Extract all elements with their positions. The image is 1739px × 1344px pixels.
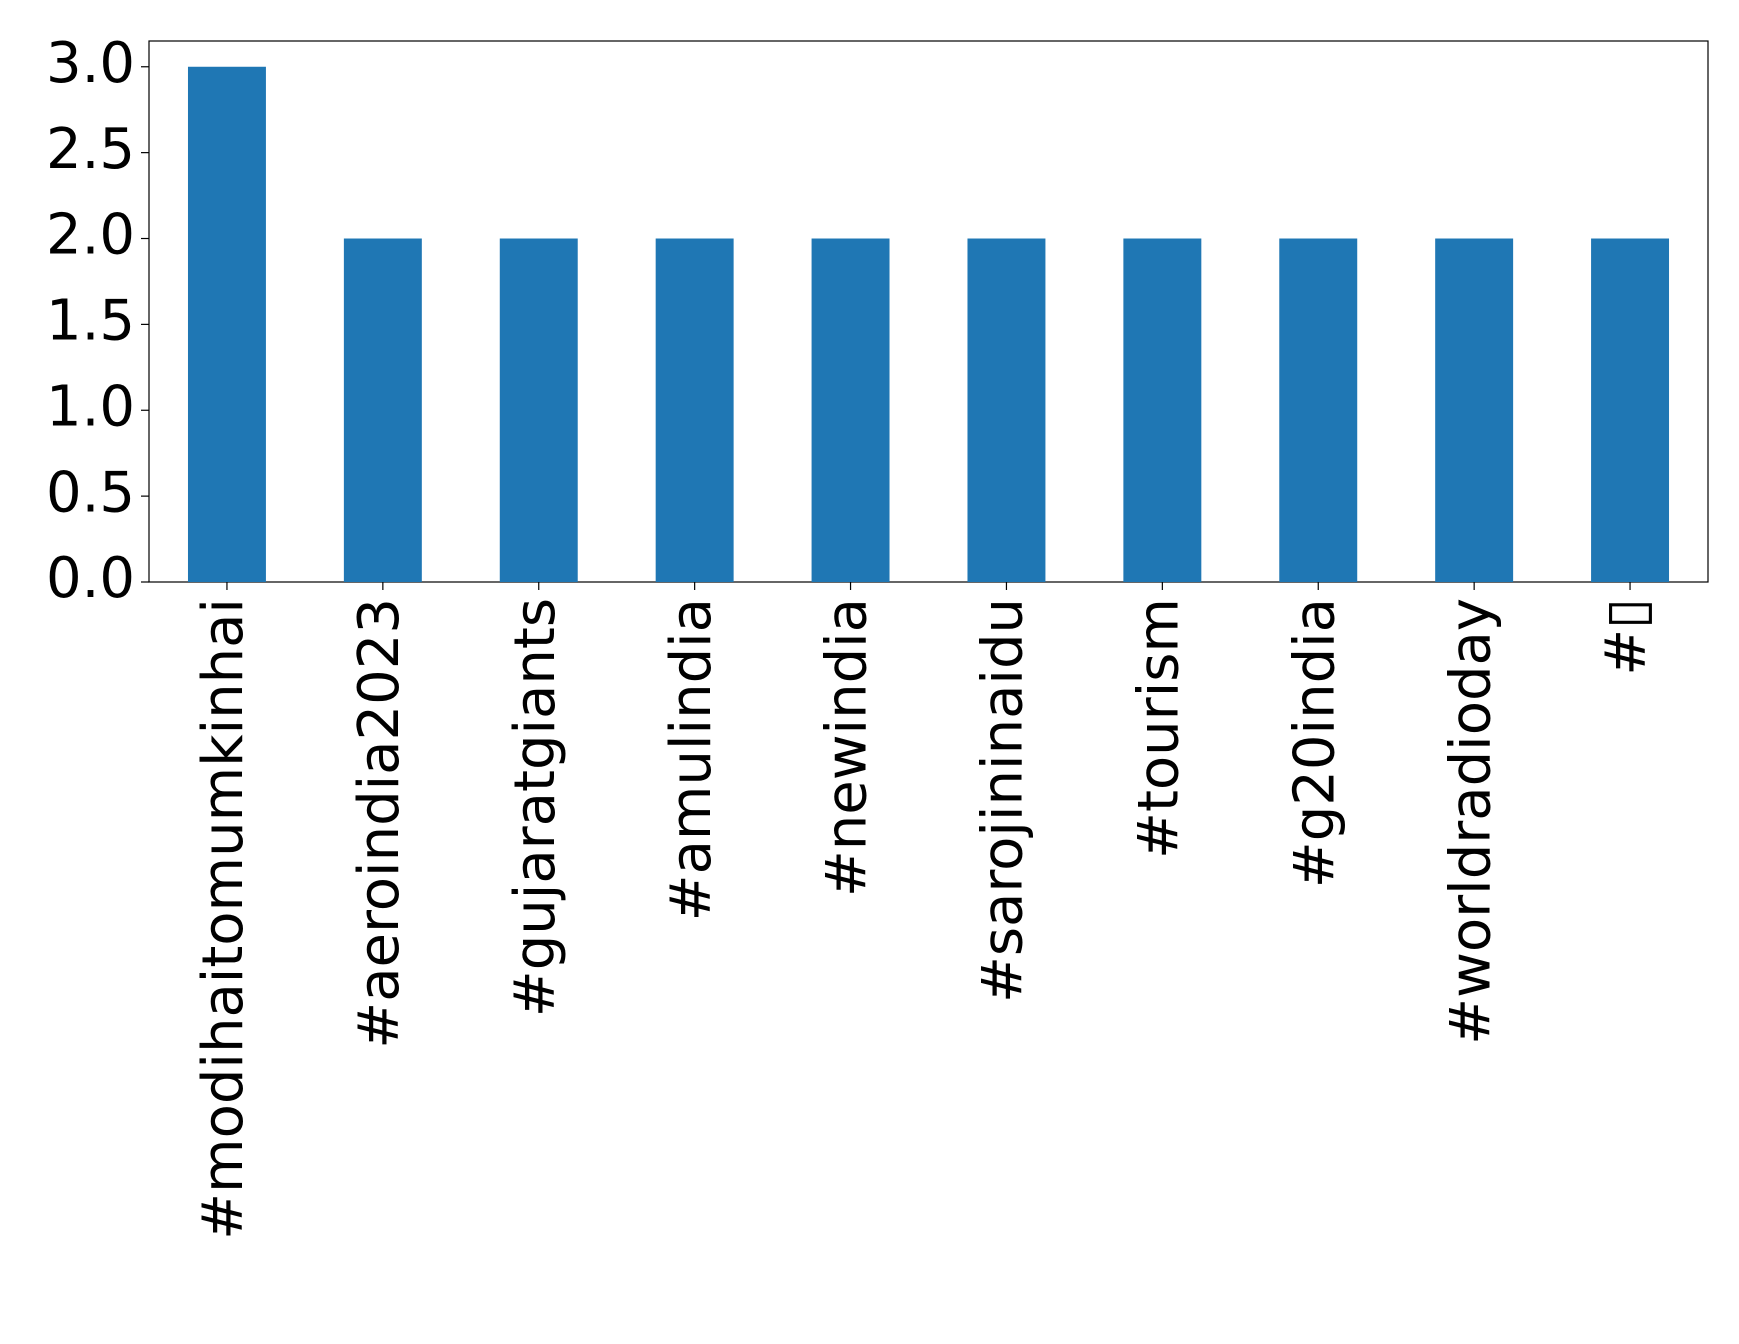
y-tick-label: 0.5 xyxy=(46,460,135,525)
bar xyxy=(811,238,890,582)
x-tick-label: #amulindia xyxy=(659,598,724,921)
bar xyxy=(499,238,578,582)
x-tick-label: #g20india xyxy=(1282,598,1347,888)
bar xyxy=(1435,238,1514,582)
x-tick-label: #worldradioday xyxy=(1438,598,1503,1045)
bar xyxy=(1279,238,1358,582)
bar xyxy=(1123,238,1202,582)
y-tick-label: 2.0 xyxy=(46,203,135,268)
x-tick-label: #newindia xyxy=(815,598,880,897)
x-tick-label: #modihaitomumkinhai xyxy=(191,598,256,1240)
bar xyxy=(187,66,266,582)
x-tick-label: #tourism xyxy=(1126,598,1191,859)
y-tick-label: 3.0 xyxy=(46,31,135,96)
bar xyxy=(655,238,734,582)
y-tick-label: 0.0 xyxy=(46,546,135,611)
x-tick-label: #▯ xyxy=(1594,598,1659,676)
bar xyxy=(967,238,1046,582)
y-tick-label: 2.5 xyxy=(46,117,135,182)
axes-frame xyxy=(148,40,1709,583)
x-tick-label: #gujaratgiants xyxy=(503,598,568,1017)
x-tick-label: #aeroindia2023 xyxy=(347,598,412,1049)
bar xyxy=(1591,238,1670,582)
bar xyxy=(343,238,422,582)
x-tick-label: #sarojininaidu xyxy=(971,598,1036,1003)
y-tick-label: 1.0 xyxy=(46,374,135,439)
y-tick-label: 1.5 xyxy=(46,289,135,354)
